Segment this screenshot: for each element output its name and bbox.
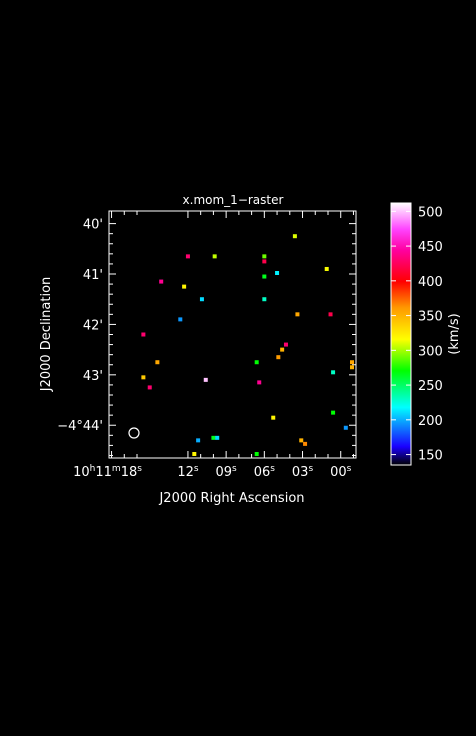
data-points — [141, 234, 354, 456]
data-point — [283, 342, 288, 347]
colorbar-label: (km/s) — [447, 313, 462, 355]
colorbar-tick-label: 450 — [418, 240, 443, 255]
x-tick-label: 09s — [216, 464, 238, 480]
y-axis-label: J2000 Declination — [39, 277, 54, 393]
data-point — [257, 380, 262, 385]
data-point — [350, 360, 354, 365]
y-axis-ticks: 40' 41' 42' 43' −4°44' — [57, 218, 356, 456]
plot-frame — [108, 210, 357, 459]
data-point — [141, 375, 146, 380]
colorbar-ticks: 150 200 250 300 350 400 450 500 — [391, 205, 443, 464]
colorbar: 150 200 250 300 350 400 450 500 (km/s) — [390, 202, 462, 466]
data-point — [192, 452, 197, 456]
data-point — [147, 385, 152, 390]
y-tick-label: 42' — [83, 318, 103, 333]
data-point — [328, 312, 333, 317]
data-point — [185, 254, 190, 259]
beam-ellipse-marker — [128, 427, 140, 439]
colorbar-tick-label: 350 — [418, 310, 443, 325]
colorbar-tick-label: 250 — [418, 379, 443, 394]
data-point — [196, 438, 201, 443]
data-point — [276, 355, 281, 360]
y-tick-label: 40' — [83, 218, 103, 233]
data-point — [254, 360, 259, 365]
data-point — [254, 452, 259, 456]
data-point — [211, 435, 216, 440]
colorbar-tick-label: 300 — [418, 344, 443, 359]
data-point — [182, 284, 187, 289]
data-point — [141, 332, 146, 337]
y-tick-label: −4°44' — [57, 419, 103, 434]
y-tick-label: 41' — [83, 268, 103, 283]
data-point — [343, 425, 348, 430]
data-point — [203, 377, 208, 382]
data-point — [262, 274, 267, 279]
data-point — [292, 234, 297, 239]
colorbar-gradient — [390, 202, 412, 466]
data-point — [159, 279, 164, 284]
data-point — [155, 360, 160, 365]
x-tick-label: 00s — [330, 464, 352, 480]
colorbar-tick-label: 500 — [418, 205, 443, 220]
data-point — [212, 254, 217, 259]
data-point — [199, 297, 204, 302]
colorbar-tick-label: 150 — [418, 449, 443, 464]
data-point — [215, 435, 220, 440]
colorbar-tick-label: 400 — [418, 275, 443, 290]
x-axis-ticks: 10h11m18s 12s 09s 06s 03s 00s — [73, 211, 354, 480]
data-point — [299, 438, 304, 443]
data-point — [350, 365, 354, 370]
data-point — [262, 259, 267, 264]
y-tick-label: 43' — [83, 369, 103, 384]
data-point — [178, 317, 183, 322]
data-point — [280, 347, 285, 352]
x-axis-label: J2000 Right Ascension — [158, 491, 304, 506]
x-tick-label: 06s — [254, 464, 276, 480]
data-point — [324, 266, 329, 271]
x-tick-label: 03s — [292, 464, 314, 480]
data-point — [303, 441, 308, 446]
data-point — [331, 410, 336, 415]
chart-title: x.mom_1−raster — [183, 193, 284, 207]
data-point — [262, 297, 267, 302]
data-point — [271, 415, 276, 420]
data-point — [275, 271, 280, 276]
data-point — [262, 254, 267, 259]
colorbar-tick-label: 200 — [418, 414, 443, 429]
data-point — [331, 370, 336, 375]
x-tick-label: 12s — [177, 464, 199, 480]
x-tick-label: 10h11m18s — [73, 464, 142, 480]
data-point — [295, 312, 300, 317]
